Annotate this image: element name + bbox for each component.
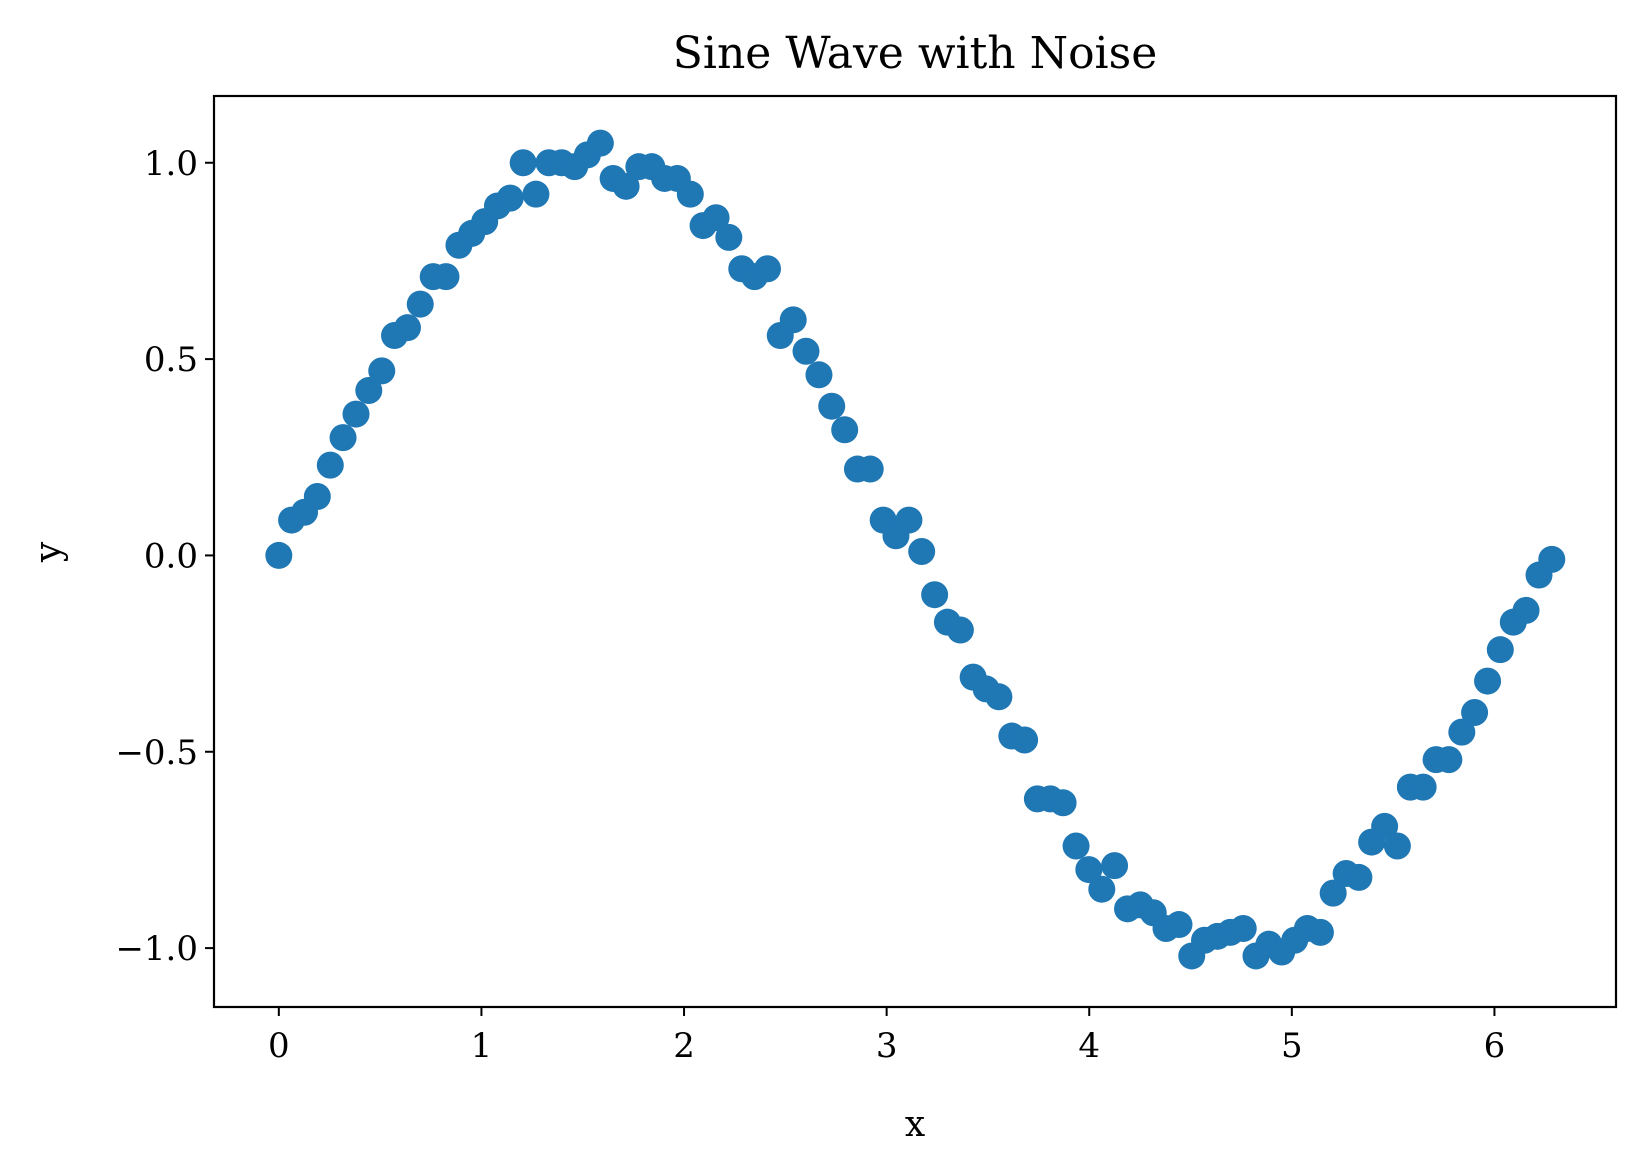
scatter-point xyxy=(1229,914,1257,942)
scatter-point xyxy=(856,455,884,483)
scatter-point xyxy=(1165,911,1193,939)
x-tick-label: 5 xyxy=(1281,1026,1303,1066)
scatter-point xyxy=(265,541,293,569)
y-tick-label: 0.0 xyxy=(144,536,198,576)
scatter-point xyxy=(1409,773,1437,801)
scatter-point xyxy=(329,424,357,452)
chart-title: Sine Wave with Noise xyxy=(673,28,1158,79)
scatter-point xyxy=(779,306,807,334)
x-tick-label: 4 xyxy=(1078,1026,1100,1066)
scatter-point xyxy=(921,581,949,609)
scatter-point xyxy=(792,337,820,365)
x-axis-label: x xyxy=(905,1104,925,1145)
scatter-point xyxy=(1345,863,1373,891)
scatter-point xyxy=(316,451,344,479)
y-tick-label: 0.5 xyxy=(144,340,198,380)
y-tick-label: −1.0 xyxy=(115,929,198,969)
scatter-point xyxy=(702,204,730,232)
y-tick-label: 1.0 xyxy=(144,144,198,184)
x-tick-label: 2 xyxy=(673,1026,695,1066)
scatter-point xyxy=(1062,832,1090,860)
scatter-point xyxy=(1088,875,1116,903)
scatter-point xyxy=(946,616,974,644)
y-axis: −1.0 −0.5 0.0 0.5 1.0 xyxy=(115,144,214,969)
scatter-point xyxy=(368,357,396,385)
x-tick-label: 3 xyxy=(876,1026,898,1066)
scatter-point xyxy=(1538,545,1566,573)
scatter-point xyxy=(818,392,846,420)
scatter-point xyxy=(1101,852,1129,880)
scatter-point xyxy=(355,377,383,405)
y-tick-label: −0.5 xyxy=(115,733,198,773)
scatter-point xyxy=(895,506,923,534)
scatter-point xyxy=(715,223,743,251)
scatter-point xyxy=(1461,698,1489,726)
x-axis: 0 1 2 3 4 5 6 xyxy=(268,1007,1505,1066)
scatter-point xyxy=(1448,718,1476,746)
scatter-point xyxy=(1435,746,1463,774)
plot-area-frame xyxy=(212,94,1618,1009)
scatter-points xyxy=(265,129,1566,970)
scatter-point xyxy=(522,180,550,208)
x-tick-label: 6 xyxy=(1484,1026,1506,1066)
scatter-point xyxy=(831,416,859,444)
scatter-point xyxy=(342,400,370,428)
scatter-point xyxy=(1319,879,1347,907)
scatter-point xyxy=(303,483,331,511)
scatter-point xyxy=(1383,832,1411,860)
scatter-point xyxy=(509,149,537,177)
scatter-point xyxy=(908,538,936,565)
scatter-point xyxy=(1486,636,1514,664)
scatter-point xyxy=(1512,596,1540,624)
scatter-point xyxy=(586,129,614,157)
scatter-point xyxy=(496,184,524,212)
scatter-point xyxy=(676,180,704,208)
scatter-point xyxy=(406,290,434,318)
y-axis-label: y xyxy=(28,541,69,563)
scatter-point xyxy=(432,263,460,291)
scatter-point xyxy=(1075,856,1103,884)
scatter-point xyxy=(1011,726,1039,754)
scatter-point xyxy=(985,683,1013,711)
scatter-point xyxy=(1474,667,1502,695)
x-tick-label: 1 xyxy=(471,1026,493,1066)
scatter-point xyxy=(612,172,640,200)
scatter-point xyxy=(1371,812,1399,840)
x-tick-label: 0 xyxy=(268,1026,290,1066)
scatter-point xyxy=(754,255,782,283)
scatter-point xyxy=(805,361,833,389)
scatter-point xyxy=(1306,918,1334,946)
scatter-point xyxy=(1049,789,1077,817)
scatter-point xyxy=(393,314,421,342)
